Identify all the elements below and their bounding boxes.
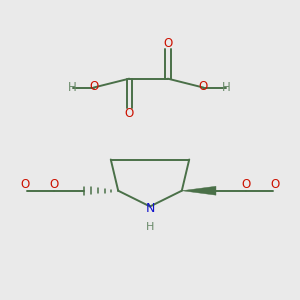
Text: O: O	[20, 178, 30, 191]
Text: N: N	[145, 202, 155, 215]
Text: O: O	[89, 80, 99, 94]
Text: O: O	[241, 178, 250, 191]
Text: H: H	[68, 81, 76, 94]
Text: O: O	[198, 80, 208, 94]
Text: O: O	[270, 178, 280, 191]
Text: O: O	[50, 178, 59, 191]
Text: H: H	[222, 81, 231, 94]
Text: H: H	[146, 222, 154, 232]
Polygon shape	[182, 186, 216, 195]
Text: O: O	[124, 107, 134, 120]
Text: O: O	[163, 37, 172, 50]
